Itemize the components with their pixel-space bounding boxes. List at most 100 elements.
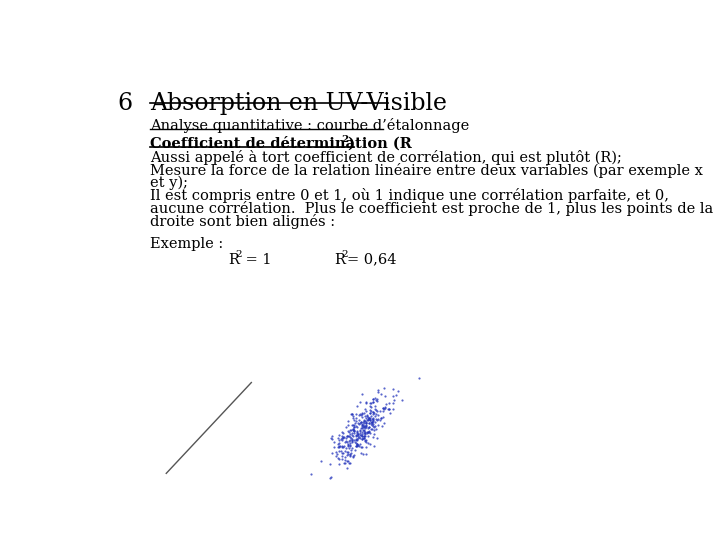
Point — [366, 397, 378, 406]
Point — [354, 427, 366, 435]
Point — [379, 383, 390, 392]
Point — [363, 418, 374, 427]
Text: 18: 18 — [360, 457, 378, 471]
Point — [343, 428, 355, 437]
Point — [368, 422, 379, 431]
Point — [348, 423, 360, 431]
Point — [364, 416, 375, 424]
Point — [367, 422, 379, 430]
Point — [343, 417, 354, 426]
Point — [368, 425, 379, 434]
Point — [358, 450, 369, 458]
Point — [336, 436, 347, 444]
Point — [387, 405, 399, 414]
Point — [338, 458, 350, 467]
Point — [367, 417, 379, 426]
Point — [345, 435, 356, 444]
Point — [364, 419, 375, 428]
Point — [359, 411, 370, 420]
Point — [383, 404, 395, 413]
Point — [338, 442, 350, 450]
Point — [356, 428, 368, 437]
Point — [347, 452, 359, 461]
Point — [359, 427, 370, 435]
Point — [377, 403, 389, 412]
Point — [361, 428, 372, 437]
Point — [358, 418, 369, 427]
Text: Exemple :: Exemple : — [150, 237, 224, 251]
Point — [352, 430, 364, 438]
Point — [350, 434, 361, 443]
Text: = 1: = 1 — [241, 253, 271, 267]
Point — [337, 431, 348, 440]
Point — [351, 428, 363, 436]
Point — [364, 409, 376, 418]
Point — [346, 421, 358, 430]
Point — [375, 414, 387, 423]
Point — [361, 407, 372, 416]
Point — [334, 442, 346, 450]
Point — [365, 399, 377, 407]
Point — [333, 443, 344, 451]
Point — [347, 425, 359, 434]
Point — [341, 457, 353, 465]
Point — [351, 423, 363, 432]
Point — [341, 444, 352, 453]
Point — [367, 408, 379, 416]
Point — [340, 437, 351, 445]
Point — [360, 399, 372, 408]
Text: 2: 2 — [341, 251, 348, 259]
Point — [364, 414, 375, 422]
Text: aucune corrélation.  Plus le coefficient est proche de 1, plus les points de la: aucune corrélation. Plus le coefficient … — [150, 201, 714, 216]
Point — [343, 448, 354, 456]
Point — [351, 429, 363, 437]
Point — [348, 411, 359, 420]
Point — [349, 437, 361, 446]
Point — [361, 419, 372, 428]
Point — [351, 422, 362, 431]
Point — [359, 428, 371, 437]
Point — [356, 422, 367, 430]
Text: Absorption en UV-Visible: Absorption en UV-Visible — [150, 92, 447, 115]
Point — [343, 459, 355, 468]
Point — [387, 384, 399, 393]
Point — [367, 395, 379, 403]
Point — [344, 449, 356, 458]
Point — [360, 421, 372, 430]
Text: R: R — [228, 253, 239, 267]
Point — [345, 446, 356, 454]
Point — [351, 440, 363, 449]
Point — [363, 427, 374, 436]
Point — [368, 429, 379, 438]
Point — [359, 422, 370, 431]
Point — [329, 443, 341, 452]
Point — [341, 437, 353, 446]
Point — [345, 434, 356, 443]
Point — [343, 441, 354, 450]
Point — [346, 437, 358, 445]
Point — [370, 411, 382, 420]
Point — [330, 451, 342, 460]
Point — [354, 430, 365, 439]
Point — [354, 433, 365, 441]
Text: droite sont bien alignés :: droite sont bien alignés : — [150, 214, 336, 229]
Point — [332, 454, 343, 463]
Point — [340, 434, 351, 442]
Point — [367, 414, 379, 422]
Point — [358, 432, 369, 441]
Point — [341, 464, 353, 472]
Point — [365, 420, 377, 428]
Point — [359, 426, 370, 434]
Point — [353, 411, 364, 420]
Point — [325, 432, 337, 441]
Text: Analyse quantitative : courbe d’étalonnage: Analyse quantitative : courbe d’étalonna… — [150, 118, 469, 133]
Point — [352, 430, 364, 439]
Point — [354, 442, 365, 450]
Point — [363, 414, 374, 422]
Point — [358, 432, 369, 441]
Point — [359, 423, 371, 432]
Point — [397, 395, 408, 404]
Point — [371, 415, 382, 424]
Point — [373, 411, 384, 420]
Point — [413, 373, 425, 382]
